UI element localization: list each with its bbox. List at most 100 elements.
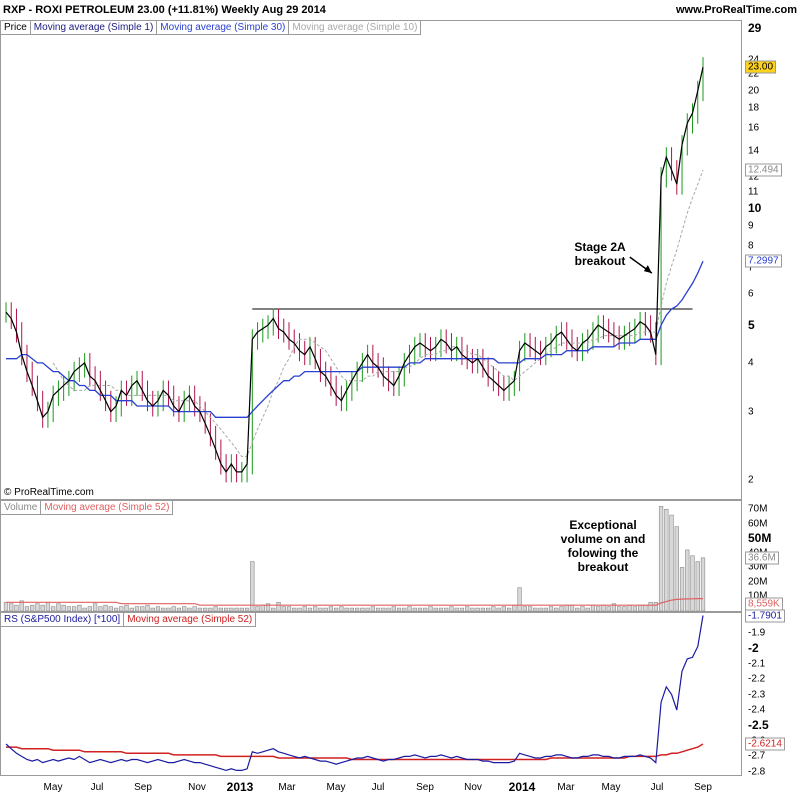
- legend-vol-ma: Moving average (Simple 52): [41, 501, 174, 515]
- volume-bar: [423, 607, 428, 612]
- volume-bar: [617, 606, 622, 612]
- price-axis-tick: 5: [748, 318, 755, 333]
- volume-bar: [501, 606, 506, 612]
- volume-bar: [271, 607, 276, 612]
- volume-bar: [213, 606, 218, 612]
- rs-axis-tick: -2: [748, 641, 759, 656]
- rs-legend: RS (S&P500 Index) [*100] Moving average …: [1, 613, 257, 627]
- volume-bar: [297, 607, 302, 612]
- rs-ma-line: [6, 743, 704, 761]
- volume-bar: [208, 607, 213, 612]
- annotation-volume-line1: Exceptional: [569, 518, 637, 532]
- price-axis-tick: 10: [748, 200, 762, 215]
- volume-bar: [454, 607, 459, 612]
- volume-bar: [40, 604, 45, 612]
- legend-rs: RS (S&P500 Index) [*100]: [1, 613, 125, 627]
- rs-axis: -1.9-2-2.1-2.2-2.3-2.4-2.5-2.6-2.7-2.8-1…: [742, 609, 800, 777]
- volume-bar: [77, 604, 82, 612]
- volume-bar: [412, 607, 417, 612]
- rs-axis-tick: -2.4: [748, 704, 766, 716]
- volume-axis: 70M60M50M40M30M20M10M36.6M8,559K: [742, 500, 800, 612]
- price-pane[interactable]: Price Moving average (Simple 1) Moving a…: [0, 20, 742, 500]
- volume-bar: [669, 514, 674, 612]
- annotation-stage2a-line1: Stage 2A: [574, 240, 626, 254]
- chart-title: RXP - ROXI PETROLEUM 23.00 (+11.81%) Wee…: [3, 4, 326, 16]
- price-axis-tick: 3: [748, 406, 754, 418]
- volume-bar: [512, 604, 517, 612]
- x-tick-label: Sep: [694, 782, 712, 793]
- rs-pane[interactable]: RS (S&P500 Index) [*100] Moving average …: [0, 612, 742, 776]
- volume-axis-tick: 20M: [748, 576, 768, 588]
- volume-bar: [113, 607, 119, 612]
- price-axis-tick: 12: [748, 171, 760, 183]
- volume-bar: [679, 567, 685, 612]
- price-axis-tick: 24: [748, 54, 759, 65]
- chart-header: RXP - ROXI PETROLEUM 23.00 (+11.81%) Wee…: [0, 0, 800, 20]
- volume-bar: [375, 607, 381, 612]
- volume-axis-tick: 10M: [748, 591, 767, 602]
- volume-bar: [428, 606, 433, 612]
- volume-bar: [9, 603, 14, 612]
- volume-bar: [690, 555, 695, 612]
- price-axis-tick: 2: [748, 474, 754, 486]
- volume-bar: [559, 606, 564, 612]
- volume-bar: [334, 607, 339, 612]
- annotation-volume: Exceptional volume on and folowing the b…: [548, 518, 658, 574]
- volume-bar: [281, 606, 286, 612]
- volume-axis-tick: 50M: [748, 531, 772, 546]
- volume-bar: [354, 607, 360, 612]
- volume-bar: [470, 607, 475, 612]
- volume-bar: [323, 607, 328, 612]
- volume-bar: [302, 606, 307, 612]
- volume-bar: [433, 607, 438, 612]
- volume-bar: [51, 606, 56, 612]
- volume-bar: [14, 604, 19, 612]
- volume-bar: [119, 606, 124, 612]
- x-tick-label: May: [601, 782, 621, 793]
- volume-bar: [182, 606, 187, 612]
- volume-bar: [496, 607, 501, 612]
- price-axis-tick: 8: [748, 240, 754, 252]
- volume-bar: [265, 603, 271, 612]
- volume-bar: [292, 607, 297, 612]
- ma30-badge: 7.2997: [745, 254, 782, 268]
- volume-pane[interactable]: Volume Moving average (Simple 52): [0, 500, 742, 612]
- price-axis-tick: 14: [748, 145, 760, 157]
- ma10-badge: 12.494: [745, 163, 782, 177]
- volume-bar: [627, 604, 632, 612]
- volume-bar: [438, 607, 444, 612]
- volume-bar: [517, 587, 522, 612]
- volume-bar: [700, 557, 706, 612]
- legend-price: Price: [1, 21, 31, 35]
- volume-bar: [402, 607, 407, 612]
- volume-bar: [344, 607, 349, 612]
- x-tick-label: Jul: [90, 782, 104, 793]
- price-axis-tick: 20: [748, 85, 760, 97]
- volume-bar: [24, 606, 30, 612]
- volume-bar: [386, 607, 391, 612]
- annotation-volume-line2: volume on and: [560, 532, 646, 546]
- price-axis-tick: 9: [748, 220, 754, 232]
- volume-bar: [585, 607, 590, 612]
- price-axis-tick: 16: [748, 122, 760, 134]
- volume-bar: [203, 607, 208, 612]
- volume-bar: [339, 606, 344, 612]
- volume-bar: [87, 606, 92, 612]
- x-tick-label: Mar: [278, 782, 296, 793]
- volume-bar: [548, 606, 554, 612]
- annotation-stage2a-line2: breakout: [574, 254, 626, 268]
- price-axis-tick: 7: [748, 262, 754, 274]
- legend-ma30: Moving average (Simple 30): [157, 21, 290, 35]
- volume-ma-line: [6, 598, 703, 606]
- legend-volume: Volume: [1, 501, 42, 515]
- volume-bar: [244, 607, 250, 612]
- x-tick-label: May: [43, 782, 63, 793]
- volume-bar: [218, 607, 223, 612]
- volume-bar: [30, 604, 35, 612]
- legend-ma1: Moving average (Simple 1): [30, 21, 158, 35]
- x-tick-label: Mar: [557, 782, 575, 793]
- price-axis-tick: 6: [748, 288, 754, 300]
- volume-bar: [491, 606, 496, 612]
- price-axis-tick: 11: [748, 186, 759, 198]
